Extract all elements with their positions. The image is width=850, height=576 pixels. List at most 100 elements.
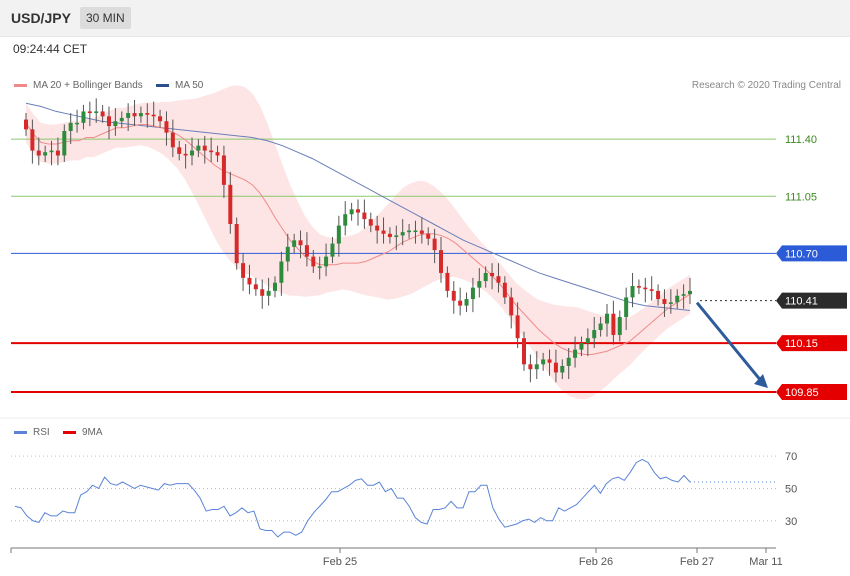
candle-body: [496, 276, 501, 283]
candle-body: [221, 155, 226, 185]
legend-ma50-label: MA 50: [175, 80, 204, 91]
candle-body: [196, 145, 201, 151]
candle-body: [649, 289, 654, 291]
candle-body: [381, 230, 386, 234]
candle-body: [292, 240, 297, 247]
legend-ma9: 9MA: [63, 427, 103, 438]
candle-body: [643, 287, 648, 290]
bollinger-band: [26, 85, 690, 400]
candle-body: [553, 362, 558, 373]
candle-body: [285, 246, 290, 262]
legend-ma9-label: 9MA: [82, 427, 103, 438]
candle-body: [298, 240, 303, 246]
level-label-111.40: 111.40: [785, 134, 817, 146]
candle-body: [541, 359, 546, 365]
candle-body: [164, 121, 169, 133]
candle-body: [573, 349, 578, 358]
candle-body: [317, 266, 322, 268]
candle-body: [490, 272, 495, 277]
candle-body: [75, 122, 80, 125]
candle-body: [170, 132, 175, 148]
legend-rsi: RSI: [14, 427, 50, 438]
candle-body: [324, 256, 329, 267]
candle-body: [407, 230, 412, 233]
candle-body: [253, 284, 258, 290]
legend-ma20: MA 20 + Bollinger Bands: [14, 80, 143, 91]
level-label-110.15: 110.15: [785, 338, 818, 350]
candle-body: [592, 330, 597, 339]
candle-body: [151, 114, 156, 117]
candle-body: [49, 150, 54, 153]
candle-body: [426, 233, 431, 239]
candle-body: [215, 152, 220, 156]
candle-body: [439, 250, 443, 273]
candle-body: [234, 224, 239, 264]
candle-body: [100, 111, 105, 117]
candle-body: [432, 238, 437, 251]
candle-body: [509, 297, 514, 316]
candle-body: [209, 150, 214, 153]
legend-ma20-label: MA 20 + Bollinger Bands: [33, 80, 143, 91]
candle-body: [675, 295, 680, 303]
timeframe-badge[interactable]: 30 MIN: [80, 7, 131, 29]
candle-body: [183, 153, 188, 156]
candle-body: [611, 313, 616, 335]
candle-body: [605, 313, 609, 324]
candle-body: [202, 145, 207, 151]
candle-body: [36, 150, 41, 156]
candle-body: [362, 212, 367, 220]
candle-body: [617, 317, 622, 335]
candle-body: [668, 302, 673, 304]
legend-swatch-rsi: [14, 430, 27, 434]
candle-body: [515, 315, 520, 339]
legend-swatch-ma50: [156, 83, 169, 87]
candle-body: [24, 119, 28, 130]
rsi-level-label: 70: [785, 451, 797, 463]
level-label-111.05: 111.05: [785, 191, 817, 203]
rsi-line: [14, 458, 691, 538]
ma20-line: [25, 122, 691, 356]
rsi-level-label: 50: [785, 483, 797, 495]
candle-body: [368, 219, 373, 226]
candle-body: [585, 338, 590, 344]
candle-body: [387, 233, 392, 238]
symbol-label[interactable]: USD/JPY: [11, 10, 71, 26]
timestamp: 09:24:44 CET: [13, 42, 88, 56]
candle-body: [145, 113, 150, 115]
candle-body: [419, 230, 424, 234]
candle-body: [81, 111, 86, 123]
candle-body: [681, 294, 686, 296]
level-tag-110.41: [776, 292, 847, 309]
candle-body: [273, 282, 277, 291]
candle-body: [107, 116, 111, 127]
candle-body: [566, 357, 571, 366]
candle-body: [279, 261, 284, 283]
legend-ma50: MA 50: [156, 80, 203, 91]
candle-body: [464, 299, 469, 306]
candle-body: [247, 277, 252, 285]
candle-body: [375, 225, 380, 231]
level-tag-110.70: [776, 245, 847, 262]
candle-body: [177, 147, 182, 154]
candle-body: [158, 116, 163, 122]
level-tag-110.15: [776, 335, 847, 352]
candle-body: [349, 209, 354, 215]
candle-body: [138, 113, 143, 117]
candle-body: [451, 290, 456, 301]
candle-body: [534, 364, 539, 370]
candle-body: [356, 209, 360, 213]
level-label-110.41: 110.41: [785, 296, 818, 308]
x-tick-label: Feb 25: [323, 556, 357, 568]
candle-body: [656, 290, 661, 300]
candle-body: [636, 286, 641, 288]
candle-body: [311, 256, 316, 267]
candle-body: [119, 117, 124, 122]
candle-body: [394, 235, 399, 238]
candle-body: [483, 272, 488, 282]
candle-body: [55, 150, 60, 156]
legend-rsi-label: RSI: [33, 427, 50, 438]
level-label-109.85: 109.85: [785, 387, 819, 399]
candle-body: [228, 184, 233, 224]
level-tag-109.85: [776, 384, 847, 401]
